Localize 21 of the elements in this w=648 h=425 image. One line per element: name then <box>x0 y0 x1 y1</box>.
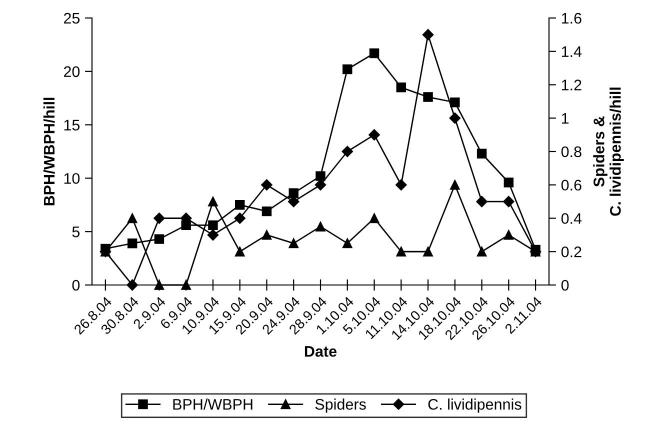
y2-tick-label: 0 <box>561 280 569 291</box>
y-axis-title: BPH/WBPH/hill <box>43 98 55 206</box>
legend-label: BPH/WBPH <box>173 398 252 410</box>
y-tick-label: 10 <box>64 173 80 184</box>
x-axis-title: Date <box>304 346 337 357</box>
y2-tick-label: 0.8 <box>561 146 582 158</box>
legend-label: Spiders <box>315 398 366 413</box>
y2-tick-label: 0.2 <box>561 246 582 258</box>
legend-label: C. lividipennis <box>428 398 522 413</box>
y2-tick-label: 1.4 <box>562 46 582 57</box>
y-tick-label: 15 <box>64 120 80 130</box>
y2-axis-title: Spiders & C. lividipennis/hill <box>593 88 624 216</box>
y-tick-label: 25 <box>64 12 80 24</box>
y-tick-label: 0 <box>72 280 80 291</box>
y2-tick-label: 1.6 <box>562 12 582 24</box>
y2-tick-label: 1.2 <box>562 80 582 90</box>
y2-tick-label: 0.6 <box>561 180 582 191</box>
y2-tick-label: 0.4 <box>561 213 582 224</box>
y-tick-label: 20 <box>64 66 80 78</box>
y2-tick-label: 1 <box>562 113 569 124</box>
y-tick-label: 5 <box>72 226 80 238</box>
